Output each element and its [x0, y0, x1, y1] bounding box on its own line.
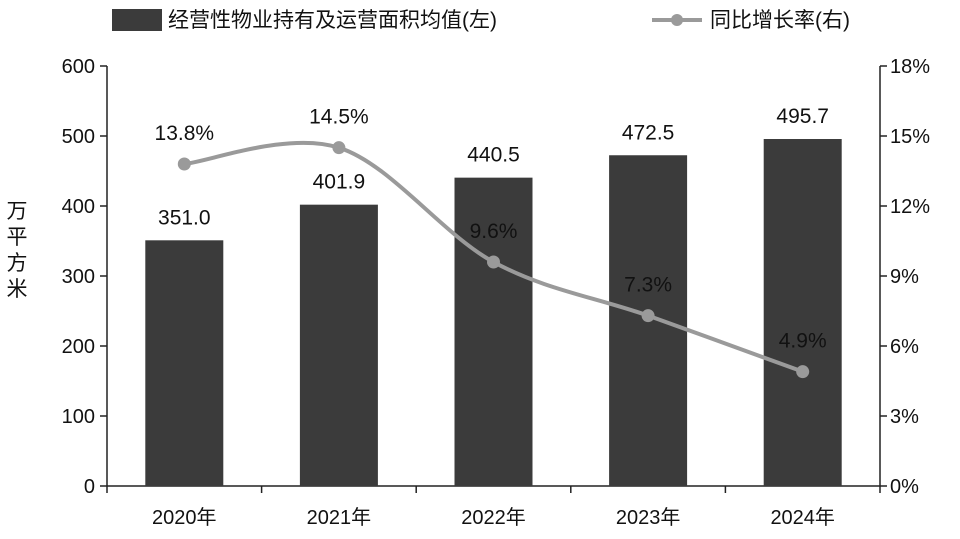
data-labels: 351.0 401.9 440.5 472.5 495.7 13.8% 14.5% 9.6% 7… [155, 105, 829, 353]
x-tick-label: 2021年 [307, 506, 372, 529]
bar-value-label: 440.5 [467, 144, 520, 167]
bar-value-label: 351.0 [158, 206, 211, 229]
y-tick-label: 200 [62, 336, 95, 358]
y-axis-title: 米 [7, 278, 28, 301]
y2-tick-label: 12% [890, 196, 930, 218]
line-point [177, 157, 191, 171]
legend-swatch-bar [112, 9, 162, 31]
y2-tick-label: 9% [890, 266, 919, 288]
line-value-label: 9.6% [470, 220, 518, 243]
line-value-label: 14.5% [309, 106, 369, 129]
y-tick-label: 0 [84, 476, 95, 498]
bars [145, 139, 842, 487]
line-point [332, 141, 346, 155]
x-tick-label: 2022年 [461, 506, 526, 529]
x-tick-label: 2024年 [770, 506, 835, 529]
bar [145, 240, 224, 486]
axes: 0 100 200 300 400 500 600 0% 3% 6% 9% 12% 15% 18% 2020… [62, 56, 931, 529]
bar-value-label: 495.7 [776, 105, 829, 128]
line-point [641, 309, 655, 323]
y-axis-title: 方 [7, 252, 28, 275]
line-value-label: 7.3% [624, 274, 672, 297]
y2-tick-label: 18% [890, 56, 930, 78]
line-value-label: 4.9% [779, 330, 827, 353]
y-tick-label: 600 [62, 56, 95, 78]
y2-tick-label: 15% [890, 126, 930, 148]
y-tick-label: 100 [62, 406, 95, 428]
y-tick-label: 500 [62, 126, 95, 148]
bar-value-label: 472.5 [622, 121, 675, 144]
line-point [796, 365, 810, 379]
x-tick-label: 2023年 [616, 506, 681, 529]
y2-tick-label: 0% [890, 476, 919, 498]
y-tick-label: 400 [62, 196, 95, 218]
y2-tick-label: 6% [890, 336, 919, 358]
y-axis-title: 平 [7, 226, 28, 249]
bar [763, 139, 842, 486]
legend: 经营性物业持有及运营面积均值(左) 同比增长率(右) [112, 9, 850, 32]
bar-value-label: 401.9 [313, 171, 366, 194]
y2-tick-label: 3% [890, 406, 919, 428]
bar [299, 204, 378, 487]
legend-label-line: 同比增长率(右) [710, 9, 850, 32]
x-tick-label: 2020年 [152, 506, 217, 529]
line-series [177, 140, 810, 379]
y-tick-label: 300 [62, 266, 95, 288]
legend-label-bar: 经营性物业持有及运营面积均值(左) [168, 9, 497, 32]
legend-swatch-marker [671, 14, 683, 26]
y-axis-title: 万 [7, 200, 28, 223]
line-point [487, 255, 500, 269]
line-value-label: 13.8% [155, 122, 215, 145]
bar [454, 177, 533, 486]
